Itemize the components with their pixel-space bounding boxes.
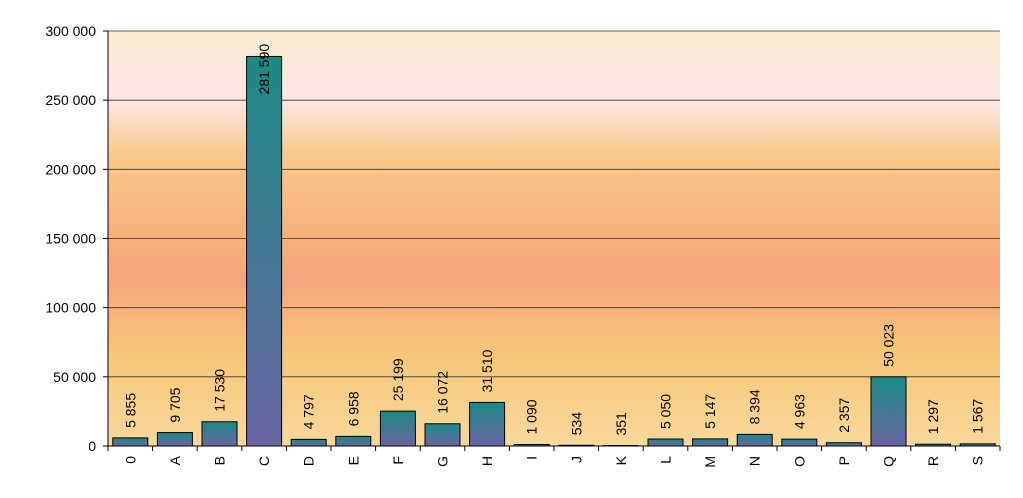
- x-tick-label: E: [345, 456, 361, 465]
- x-tick-label: S: [970, 456, 986, 465]
- bar: [112, 437, 149, 447]
- bar: [335, 435, 372, 447]
- y-tick-label: 100 000: [45, 300, 96, 316]
- data-label: 6 958: [345, 391, 361, 426]
- data-label: 1 567: [970, 399, 986, 434]
- x-tick-label: I: [524, 456, 540, 460]
- data-label: 4 797: [301, 394, 317, 429]
- y-tick-label: 50 000: [53, 369, 96, 385]
- bar: [424, 423, 461, 447]
- data-label: 8 394: [747, 389, 763, 424]
- y-tick-label: 250 000: [45, 92, 96, 108]
- data-label: 1 090: [524, 399, 540, 434]
- x-tick-label: C: [256, 456, 272, 466]
- axes: 0 50 000 100 000 150 000 200 000 250 000 300 0…: [45, 23, 1001, 468]
- data-label: 534: [568, 412, 584, 436]
- x-tick-label: 0: [122, 456, 138, 464]
- data-label: 2 357: [836, 397, 852, 432]
- x-tick-label: N: [747, 456, 763, 466]
- x-tick-label: Q: [881, 456, 897, 467]
- bar: [246, 55, 283, 447]
- data-label: 351: [613, 412, 629, 436]
- bar: [290, 438, 327, 447]
- x-tick-label: H: [479, 456, 495, 466]
- data-labels: 5 855 9 705 17 530 281 590 4 797 6 958 25 199 1…: [122, 44, 985, 436]
- y-tick-label: 300 000: [45, 23, 96, 39]
- x-tick-label: D: [301, 456, 317, 466]
- data-label: 50 023: [881, 324, 897, 367]
- x-tick-label: P: [836, 456, 852, 465]
- x-tick-label: L: [658, 456, 674, 464]
- bar: [379, 410, 416, 447]
- data-label: 1 297: [925, 399, 941, 434]
- data-label: 25 199: [390, 358, 406, 401]
- bars: [112, 55, 996, 447]
- x-tick-label: F: [390, 456, 406, 465]
- data-label: 5 855: [122, 393, 138, 428]
- y-tick-label: 0: [88, 438, 96, 454]
- data-label: 31 510: [479, 349, 495, 392]
- data-label: 4 963: [791, 394, 807, 429]
- data-label: 16 072: [435, 371, 451, 414]
- x-tick-label: A: [167, 455, 183, 465]
- data-label: 17 530: [212, 369, 228, 412]
- bar: [647, 438, 684, 447]
- x-tick-label: B: [212, 456, 228, 465]
- bar: [156, 432, 193, 447]
- bar: [201, 421, 238, 447]
- bar: [692, 438, 729, 447]
- data-label: 5 050: [658, 394, 674, 429]
- x-tick-label: G: [435, 456, 451, 467]
- bar: [781, 438, 818, 447]
- bar: [736, 433, 773, 447]
- y-tick-label: 200 000: [45, 161, 96, 177]
- x-tick-label: M: [702, 456, 718, 468]
- x-tick-label: R: [925, 456, 941, 466]
- data-label: 281 590: [256, 44, 272, 95]
- x-tick-label: J: [568, 456, 584, 463]
- data-label: 9 705: [167, 387, 183, 422]
- y-tick-label: 150 000: [45, 231, 96, 247]
- data-label: 5 147: [702, 394, 718, 429]
- bar: [469, 401, 506, 447]
- x-tick-label: K: [613, 455, 629, 465]
- x-tick-label: O: [791, 456, 807, 467]
- bar: [870, 376, 907, 447]
